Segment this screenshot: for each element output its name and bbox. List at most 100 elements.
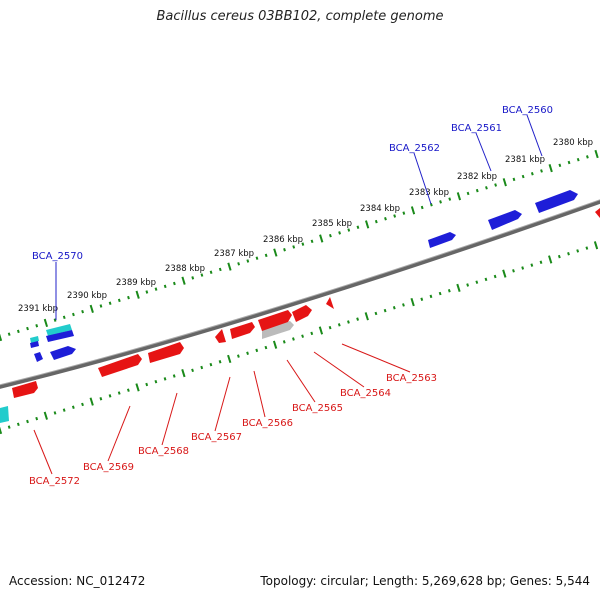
gene-edge-red[interactable] xyxy=(595,208,600,218)
outer-row-tick xyxy=(72,312,75,317)
outer-row-tick xyxy=(439,200,442,204)
gene-label-bca-2572[interactable]: BCA_2572 xyxy=(29,476,80,487)
kbp-label-2388: 2388 kbp xyxy=(165,264,205,274)
outer-row-tick xyxy=(35,324,39,328)
outer-row-tick xyxy=(62,315,66,320)
outer-row-tick xyxy=(227,262,232,271)
inner-row-tick xyxy=(163,377,167,381)
outer-row-tick xyxy=(108,301,112,305)
gene-bca-2563[interactable] xyxy=(326,297,334,309)
gene-bca-2566[interactable] xyxy=(258,310,292,331)
gene-bca-2565[interactable] xyxy=(262,321,294,339)
inner-row-tick xyxy=(71,405,75,409)
outer-row-tick xyxy=(586,155,589,159)
inner-row-tick xyxy=(16,422,20,427)
cyan-genes xyxy=(0,324,74,423)
kbp-label-2380: 2380 kbp xyxy=(553,138,593,148)
inner-row-tick xyxy=(548,255,553,264)
outer-row-tick xyxy=(456,192,462,201)
inner-row-tick xyxy=(447,288,451,293)
inner-row-tick xyxy=(200,365,204,370)
gene-small-red[interactable] xyxy=(215,329,226,343)
gene-bca-2572[interactable] xyxy=(12,381,38,398)
inner-row-tick xyxy=(181,369,186,378)
gene-label-bca-2565[interactable]: BCA_2565 xyxy=(292,403,343,414)
inner-row-tick xyxy=(99,397,103,401)
gene-bca-2564[interactable] xyxy=(292,305,312,322)
kbp-label-2391: 2391 kbp xyxy=(18,304,58,314)
outer-row-tick xyxy=(475,188,479,193)
kbp-label-2385: 2385 kbp xyxy=(312,219,352,229)
gene-label-bca-2567[interactable]: BCA_2567 xyxy=(191,432,242,443)
gene-bca-2560[interactable] xyxy=(535,190,578,213)
gene-bca-2570[interactable] xyxy=(50,346,76,360)
gene-label-bca-2564[interactable]: BCA_2564 xyxy=(340,388,391,399)
forward-genes xyxy=(34,190,600,362)
inner-row-tick xyxy=(429,294,433,299)
inner-row-tick xyxy=(108,394,112,398)
gene-cyan-5[interactable] xyxy=(0,406,9,423)
genome-backbone-highlight xyxy=(0,199,600,386)
gene-label-bca-2568[interactable]: BCA_2568 xyxy=(138,446,189,457)
kbp-label-2383: 2383 kbp xyxy=(409,188,449,198)
inner-row-tick xyxy=(374,311,378,316)
outer-row-tick xyxy=(410,206,416,215)
outer-row-tick xyxy=(89,304,94,313)
kbp-label-2382: 2382 kbp xyxy=(457,172,497,182)
inner-row-tick xyxy=(135,383,140,392)
gene-bca-2567[interactable] xyxy=(230,322,255,339)
inner-row-tick xyxy=(410,297,415,307)
inner-row-tick xyxy=(209,362,213,367)
gene-label-bca-2560[interactable]: BCA_2560 xyxy=(502,105,553,116)
gene-cyan-4[interactable] xyxy=(30,341,39,348)
gene-label-bca-2566[interactable]: BCA_2566 xyxy=(242,418,293,429)
outer-row-tick xyxy=(154,287,158,291)
inner-row-tick xyxy=(328,325,332,330)
outer-row-tick xyxy=(301,242,305,246)
gene-label-bca-2569[interactable]: BCA_2569 xyxy=(83,462,134,473)
outer-row-tick xyxy=(209,270,213,274)
gene-label-bca-2563[interactable]: BCA_2563 xyxy=(386,373,437,384)
outer-row-tick xyxy=(145,290,149,294)
gene-label-bca-2570[interactable]: BCA_2570 xyxy=(32,251,83,262)
inner-row-tick xyxy=(438,291,442,296)
kbp-labels: 2380 kbp 2381 kbp 2382 kbp 2383 kbp 2384… xyxy=(18,138,593,314)
outer-row-tick xyxy=(374,219,378,224)
outer-row-tick xyxy=(594,149,599,159)
gene-cyan-3[interactable] xyxy=(30,336,39,343)
outer-row-tick xyxy=(540,169,543,173)
gene-bca-2561[interactable] xyxy=(488,210,522,230)
gene-cyan-2[interactable] xyxy=(46,330,74,342)
outer-row-tick xyxy=(264,253,268,258)
gene-bca-2569[interactable] xyxy=(98,354,142,377)
accession-text: Accession: NC_012472 xyxy=(9,574,146,588)
gene-label-bca-2562[interactable]: BCA_2562 xyxy=(389,143,440,154)
gene-labels: BCA_2560 BCA_2561 BCA_2562 BCA_2570 BCA_… xyxy=(29,105,553,487)
outer-row-tick xyxy=(402,211,406,215)
inner-row-tick xyxy=(7,425,11,429)
inner-row-tick xyxy=(493,274,497,279)
inner-row-tick xyxy=(126,388,130,392)
reverse-genes xyxy=(12,297,334,398)
outer-row-tick xyxy=(191,276,195,280)
outer-row-tick xyxy=(466,191,470,196)
inner-row-tick xyxy=(420,297,424,301)
forward-leaders xyxy=(55,114,543,320)
gene-cyan-1[interactable] xyxy=(46,324,72,336)
inner-row-tick xyxy=(237,354,240,358)
inner-row-tick xyxy=(246,351,249,355)
outer-row-tick xyxy=(255,256,259,260)
outer-row-tick xyxy=(181,276,186,285)
outer-row-tick xyxy=(81,309,84,314)
gene-bca-2568[interactable] xyxy=(148,342,184,363)
inner-row-tick xyxy=(301,334,304,338)
kbp-label-2389: 2389 kbp xyxy=(116,278,156,288)
gene-label-bca-2561[interactable]: BCA_2561 xyxy=(451,123,502,134)
inner-row-tick xyxy=(227,354,232,364)
gene-small-blue[interactable] xyxy=(34,352,43,362)
outer-row-tick xyxy=(530,172,534,176)
inner-row-tick xyxy=(567,252,570,256)
outer-row-tick xyxy=(53,318,57,322)
gene-bca-2562[interactable] xyxy=(428,232,456,248)
